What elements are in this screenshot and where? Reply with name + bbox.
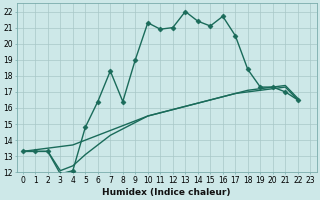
X-axis label: Humidex (Indice chaleur): Humidex (Indice chaleur) bbox=[102, 188, 231, 197]
